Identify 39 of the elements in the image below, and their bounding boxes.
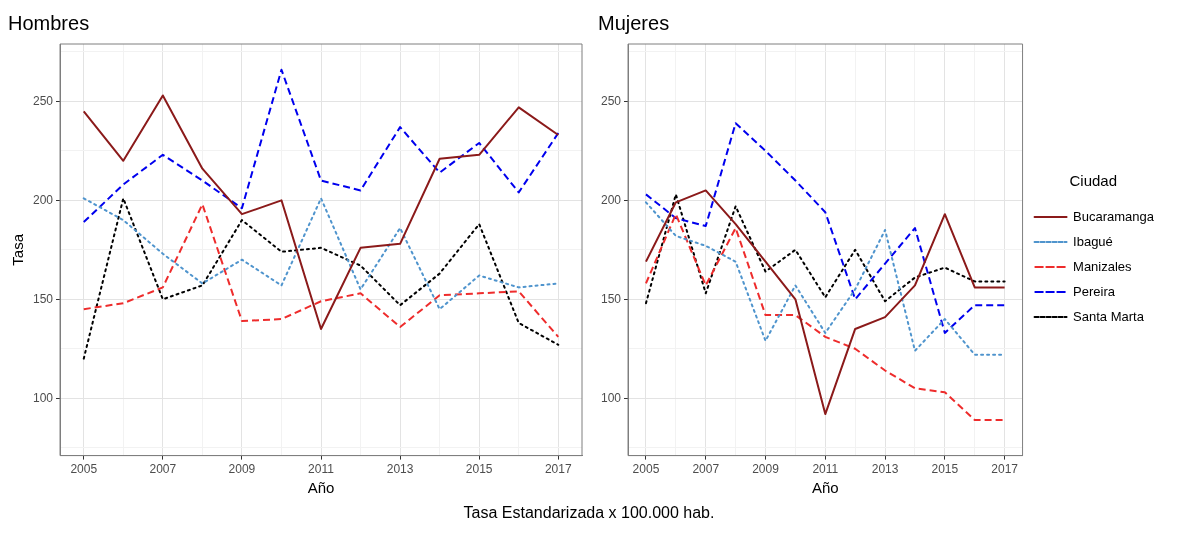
legend-label: Bucaramanga <box>1073 208 1155 224</box>
x-tick-label: 2005 <box>70 462 98 477</box>
y-tick-label: 150 <box>600 291 622 306</box>
y-tick-label: 250 <box>600 93 622 108</box>
y-tick-label: 100 <box>32 390 54 405</box>
x-tick-label: 2015 <box>931 462 959 477</box>
x-tick-label: 2013 <box>871 462 899 477</box>
y-tick-label: 100 <box>600 390 622 405</box>
y-axis-title: Tasa <box>9 233 27 266</box>
x-tick-label: 2007 <box>692 462 720 477</box>
x-tick-label: 2017 <box>991 462 1019 477</box>
line-series <box>644 193 1006 305</box>
x-tick-label: 2011 <box>812 462 839 477</box>
legend-label: Ibagué <box>1073 233 1113 249</box>
x-tick-label: 2009 <box>228 462 256 477</box>
y-tick-label: 150 <box>32 291 54 306</box>
x-tick-label: 2015 <box>465 462 493 477</box>
legend-label: Pereira <box>1073 283 1116 299</box>
x-tick-label: 2017 <box>544 462 572 477</box>
x-axis-title: Año <box>307 479 335 497</box>
line-series <box>82 203 560 338</box>
y-tick-label: 200 <box>32 192 54 207</box>
text: Tasa Estandarizada x 100.000 hab. <box>462 504 716 522</box>
y-tick-label: 200 <box>600 192 622 207</box>
x-tick-label: 2007 <box>149 462 177 477</box>
legend-label: Santa Marta <box>1073 308 1145 324</box>
line-series <box>82 68 560 224</box>
x-axis-title: Año <box>811 479 839 497</box>
line-series <box>82 197 560 360</box>
legend-title: Ciudad <box>1069 172 1118 190</box>
chart-title: Mujeres <box>598 11 670 34</box>
x-tick-label: 2013 <box>386 462 414 477</box>
y-tick-label: 250 <box>32 93 54 108</box>
chart-title: Hombres <box>8 11 90 34</box>
line-series <box>644 122 1006 334</box>
legend-label: Manizales <box>1073 258 1133 274</box>
x-tick-label: 2009 <box>752 462 780 477</box>
x-tick-label: 2005 <box>632 462 660 477</box>
x-tick-label: 2011 <box>308 462 335 477</box>
